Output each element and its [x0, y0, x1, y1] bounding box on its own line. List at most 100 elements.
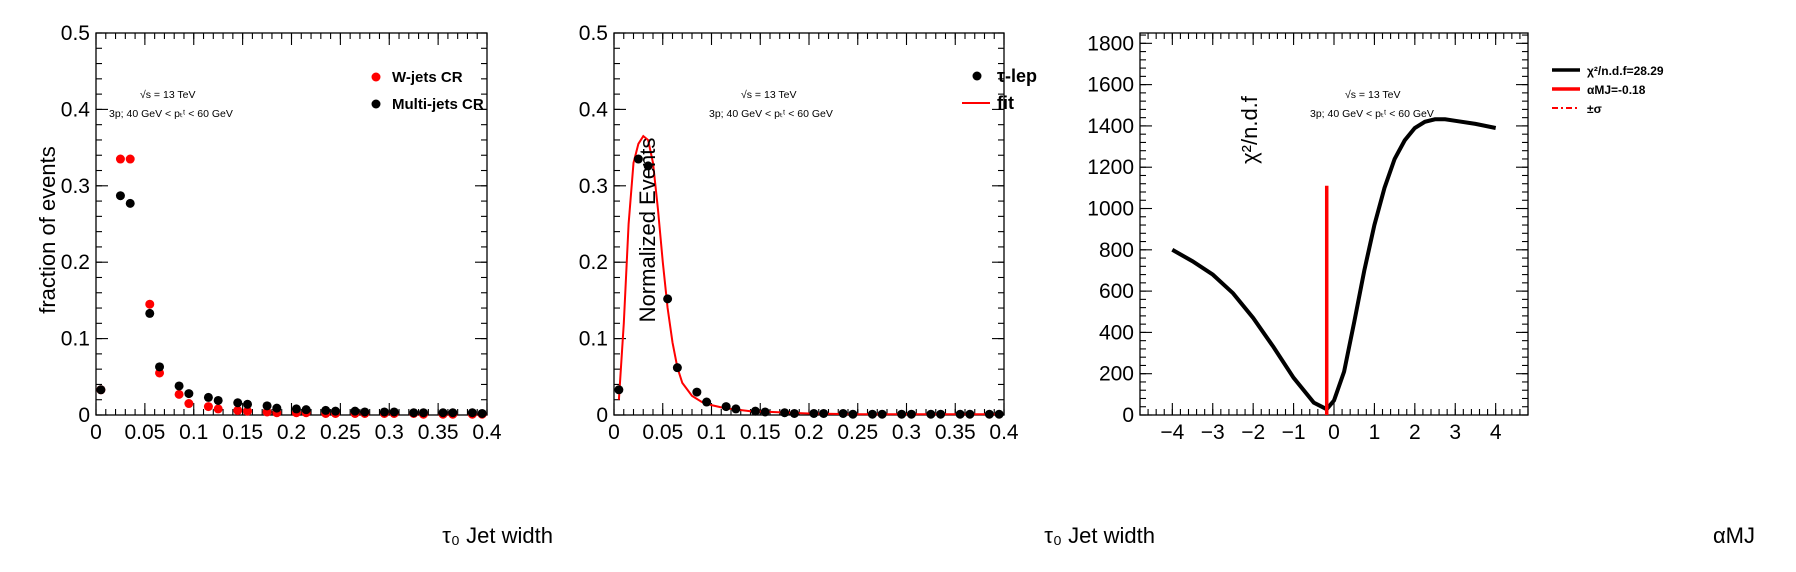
data-point-multi-jets-cr — [155, 362, 165, 372]
x-tick-label: 2 — [1409, 421, 1421, 444]
data-point--lep — [819, 408, 829, 418]
data-point--lep — [789, 408, 799, 418]
x-tick-label: −1 — [1282, 421, 1306, 444]
x-tick-label: 0.4 — [989, 421, 1019, 444]
data-point-w-jets-cr — [184, 399, 194, 409]
data-point-multi-jets-cr — [330, 406, 340, 416]
data-point-multi-jets-cr — [350, 406, 360, 416]
plot-frame — [1139, 32, 1529, 416]
legend-label-sigma: ±σ — [1587, 102, 1602, 116]
panel-jet-width-fraction: 0 0.05 0.1 0.15 0.2 0.25 0.3 0.35 0.4 0 0.1 0.2 0.3 0… — [35, 22, 553, 548]
data-point-multi-jets-cr — [272, 403, 282, 413]
panel-jet-width-normalized: 0 0.05 0.1 0.15 0.2 0.25 0.3 0.35 0.4 0 0.1 0.2 0.3 0… — [579, 22, 1155, 548]
y-tick-label: 0.2 — [61, 251, 90, 274]
data-point--lep — [614, 385, 624, 395]
y-tick-label: 800 — [1099, 239, 1134, 262]
y-axis-title: χ²/n.d.f — [1237, 95, 1262, 164]
x-tick-label: 0 — [608, 421, 620, 444]
annotation-energy: √s = 13 TeV — [140, 89, 195, 101]
data-point--lep — [780, 408, 790, 418]
data-point-multi-jets-cr — [203, 392, 213, 402]
y-tick-label: 0 — [596, 404, 608, 427]
legend-label-multi-jets: Multi-jets CR — [392, 96, 484, 113]
data-point-w-jets-cr — [174, 389, 184, 399]
x-tick-label: 0.1 — [697, 421, 726, 444]
data-point-multi-jets-cr — [360, 407, 370, 417]
data-point--lep — [702, 397, 712, 407]
legend: χ²/n.d.f=28.29 αMJ=-0.18 ±σ — [1552, 64, 1664, 116]
data-point-multi-jets-cr — [418, 408, 428, 418]
legend-label-fit: fit — [997, 93, 1014, 113]
legend: τ-lep fit — [962, 66, 1037, 113]
y-axis-title: Normalized Events — [635, 138, 660, 323]
annotation-selection: 3p; 40 GeV < pₜᵗ < 60 GeV — [109, 108, 233, 120]
x-tick-label: −2 — [1241, 421, 1265, 444]
data-point-multi-jets-cr — [262, 401, 272, 411]
data-point-multi-jets-cr — [145, 308, 155, 318]
x-tick-label: 0.2 — [277, 421, 306, 444]
y-tick-label: 1200 — [1087, 156, 1134, 179]
y-tick-label: 200 — [1099, 363, 1134, 386]
data-point--lep — [936, 409, 946, 419]
data-point-w-jets-cr — [145, 299, 155, 309]
annotation-energy: √s = 13 TeV — [1345, 89, 1400, 101]
x-tick-label: 3 — [1449, 421, 1461, 444]
y-axis-title: fraction of events — [35, 146, 60, 314]
legend: W-jets CR Multi-jets CR — [371, 69, 484, 113]
x-tick-label: 0.1 — [179, 421, 208, 444]
data-marks — [96, 154, 487, 419]
axes: 0 0.05 0.1 0.15 0.2 0.25 0.3 0.35 0.4 0 0.1 0.2 0.3 0… — [579, 22, 1019, 444]
data-point-multi-jets-cr — [448, 408, 458, 418]
legend-marker-tau-lep — [972, 71, 982, 81]
x-tick-label: 0.4 — [472, 421, 502, 444]
data-point--lep — [809, 408, 819, 418]
data-point--lep — [633, 154, 643, 164]
data-point-w-jets-cr — [203, 402, 213, 412]
data-point-w-jets-cr — [115, 154, 125, 164]
data-point-multi-jets-cr — [213, 395, 223, 405]
data-point-multi-jets-cr — [301, 405, 311, 415]
data-point--lep — [838, 408, 848, 418]
data-point-multi-jets-cr — [233, 398, 243, 408]
y-tick-label: 0.1 — [61, 328, 90, 351]
x-tick-label: 1 — [1369, 421, 1381, 444]
annotation-selection: 3p; 40 GeV < pₜᵗ < 60 GeV — [709, 108, 833, 120]
legend-marker-w-jets — [371, 72, 381, 82]
y-tick-label: 0.5 — [579, 22, 608, 45]
legend-label-alpha: αMJ=-0.18 — [1587, 83, 1646, 97]
y-tick-label: 0.4 — [579, 98, 609, 121]
x-axis-title: τ₀ Jet width — [1044, 523, 1155, 548]
chi2-curve — [1171, 117, 1497, 412]
x-tick-label: 0.35 — [935, 421, 976, 444]
x-tick-label: 0.25 — [320, 421, 361, 444]
data-point-multi-jets-cr — [184, 389, 194, 399]
data-point--lep — [867, 409, 877, 419]
x-tick-label: 0.2 — [794, 421, 823, 444]
data-point-multi-jets-cr — [379, 407, 389, 417]
data-point--lep — [906, 409, 916, 419]
data-point-multi-jets-cr — [321, 405, 331, 415]
x-tick-label: 0.25 — [837, 421, 878, 444]
legend-label-chi2: χ²/n.d.f=28.29 — [1587, 64, 1664, 78]
x-tick-label: 0.35 — [418, 421, 459, 444]
x-tick-label: 0.05 — [642, 421, 683, 444]
plot-frame — [613, 32, 1005, 416]
data-marks — [614, 154, 1004, 419]
axes: −4 −3 −2 −1 0 1 2 3 4 0 200 400 600 800 1000 1200 1400 16… — [1087, 32, 1529, 444]
data-point-multi-jets-cr — [467, 408, 477, 418]
data-point-multi-jets-cr — [125, 198, 135, 208]
data-point-multi-jets-cr — [96, 385, 106, 395]
x-tick-label: 0.15 — [222, 421, 263, 444]
axes: 0 0.05 0.1 0.15 0.2 0.25 0.3 0.35 0.4 0 0.1 0.2 0.3 0… — [61, 22, 502, 444]
data-point--lep — [663, 294, 673, 304]
legend-label-w-jets: W-jets CR — [392, 69, 463, 86]
x-tick-label: 0.15 — [740, 421, 781, 444]
y-tick-label: 1400 — [1087, 115, 1134, 138]
x-tick-label: 0 — [1328, 421, 1340, 444]
y-tick-label: 0.1 — [579, 328, 608, 351]
y-tick-label: 0 — [1122, 404, 1134, 427]
data-point--lep — [848, 409, 858, 419]
x-axis-title: τ₀ Jet width — [442, 523, 553, 548]
data-point--lep — [672, 363, 682, 373]
